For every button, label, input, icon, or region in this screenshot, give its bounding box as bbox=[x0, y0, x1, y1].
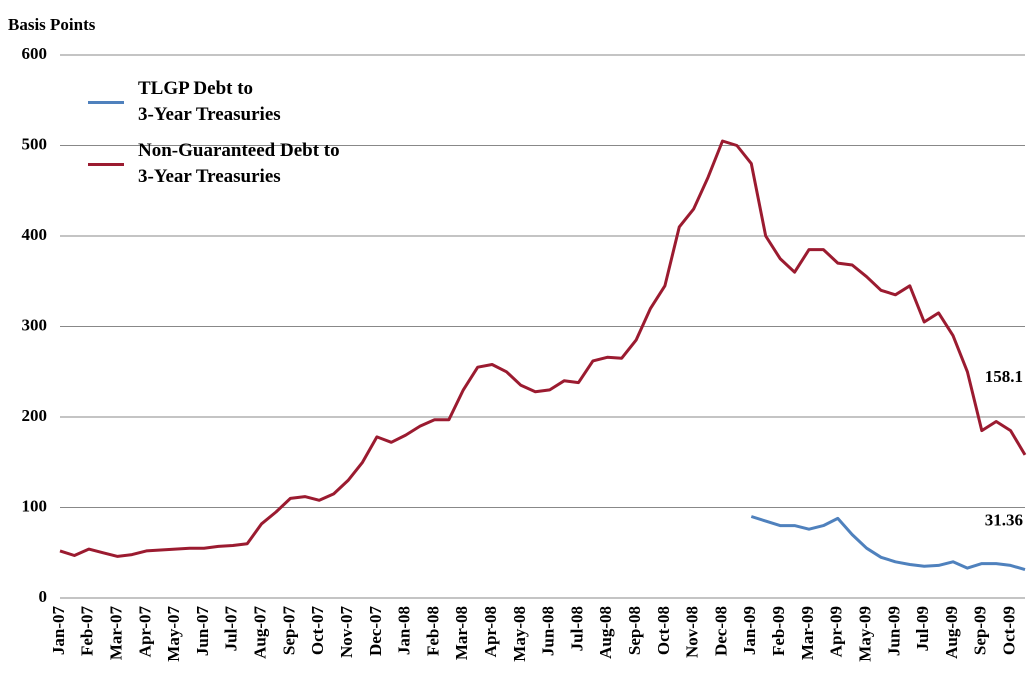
y-tick-label: 600 bbox=[22, 44, 48, 63]
x-tick-label: Oct-09 bbox=[1000, 606, 1019, 655]
x-tick-label: Jun-07 bbox=[193, 606, 212, 657]
legend-swatch bbox=[88, 100, 124, 104]
x-tick-label: Aug-08 bbox=[596, 606, 615, 659]
x-tick-label: Jan-08 bbox=[395, 606, 414, 655]
x-tick-label: Sep-07 bbox=[279, 606, 298, 656]
x-tick-label: Dec-07 bbox=[366, 606, 385, 657]
x-tick-label: Oct-08 bbox=[654, 606, 673, 655]
x-tick-label: Mar-09 bbox=[798, 606, 817, 660]
legend-swatch bbox=[88, 162, 124, 166]
end-label: 31.36 bbox=[985, 511, 1023, 530]
x-tick-label: Feb-09 bbox=[769, 606, 788, 656]
y-tick-label: 100 bbox=[22, 496, 48, 515]
x-tick-label: Nov-08 bbox=[683, 606, 702, 658]
legend-label: Non-Guaranteed Debt to 3-Year Treasuries bbox=[138, 140, 340, 187]
x-tick-label: Jan-09 bbox=[740, 606, 759, 655]
x-tick-label: Nov-07 bbox=[337, 606, 356, 658]
y-tick-label: 0 bbox=[39, 587, 48, 606]
x-tick-label: Aug-07 bbox=[251, 606, 270, 659]
x-tick-label: Feb-08 bbox=[423, 606, 442, 656]
y-axis-label: Basis Points bbox=[8, 15, 96, 34]
x-tick-label: Sep-09 bbox=[971, 606, 990, 655]
y-tick-label: 200 bbox=[22, 406, 48, 425]
x-tick-label: Mar-07 bbox=[107, 606, 126, 661]
y-tick-label: 300 bbox=[22, 315, 48, 334]
x-tick-label: Sep-08 bbox=[625, 606, 644, 655]
x-tick-label: Jul-08 bbox=[567, 606, 586, 651]
series-line bbox=[59, 139, 1027, 558]
x-tick-label: Dec-08 bbox=[711, 606, 730, 656]
x-tick-label: Apr-09 bbox=[827, 606, 846, 657]
x-tick-label: Apr-08 bbox=[481, 606, 500, 657]
legend: TLGP Debt to 3-Year Treasuries Non-Guaran… bbox=[88, 76, 340, 200]
x-tick-label: Aug-09 bbox=[942, 606, 961, 659]
x-tick-label: Jan-07 bbox=[49, 606, 68, 656]
legend-item: Non-Guaranteed Debt to 3-Year Treasuries bbox=[88, 138, 340, 190]
series-line bbox=[750, 515, 1026, 572]
x-tick-label: Jun-08 bbox=[539, 606, 558, 656]
x-tick-label: Mar-08 bbox=[452, 606, 471, 660]
legend-item: TLGP Debt to 3-Year Treasuries bbox=[88, 76, 340, 128]
x-tick-label: May-09 bbox=[855, 606, 874, 662]
x-tick-label: Oct-07 bbox=[308, 606, 327, 656]
x-tick-label: May-07 bbox=[164, 606, 183, 662]
x-tick-label: Jun-09 bbox=[884, 606, 903, 656]
x-tick-label: May-08 bbox=[510, 606, 529, 662]
x-tick-label: Jul-07 bbox=[222, 606, 241, 652]
y-tick-label: 400 bbox=[22, 225, 48, 244]
y-tick-label: 500 bbox=[22, 134, 48, 153]
legend-label: TLGP Debt to 3-Year Treasuries bbox=[138, 78, 281, 125]
x-tick-label: Feb-07 bbox=[78, 606, 97, 657]
end-label: 158.1 bbox=[985, 367, 1023, 386]
x-tick-label: Jul-09 bbox=[913, 606, 932, 651]
x-tick-label: Apr-07 bbox=[135, 606, 154, 658]
